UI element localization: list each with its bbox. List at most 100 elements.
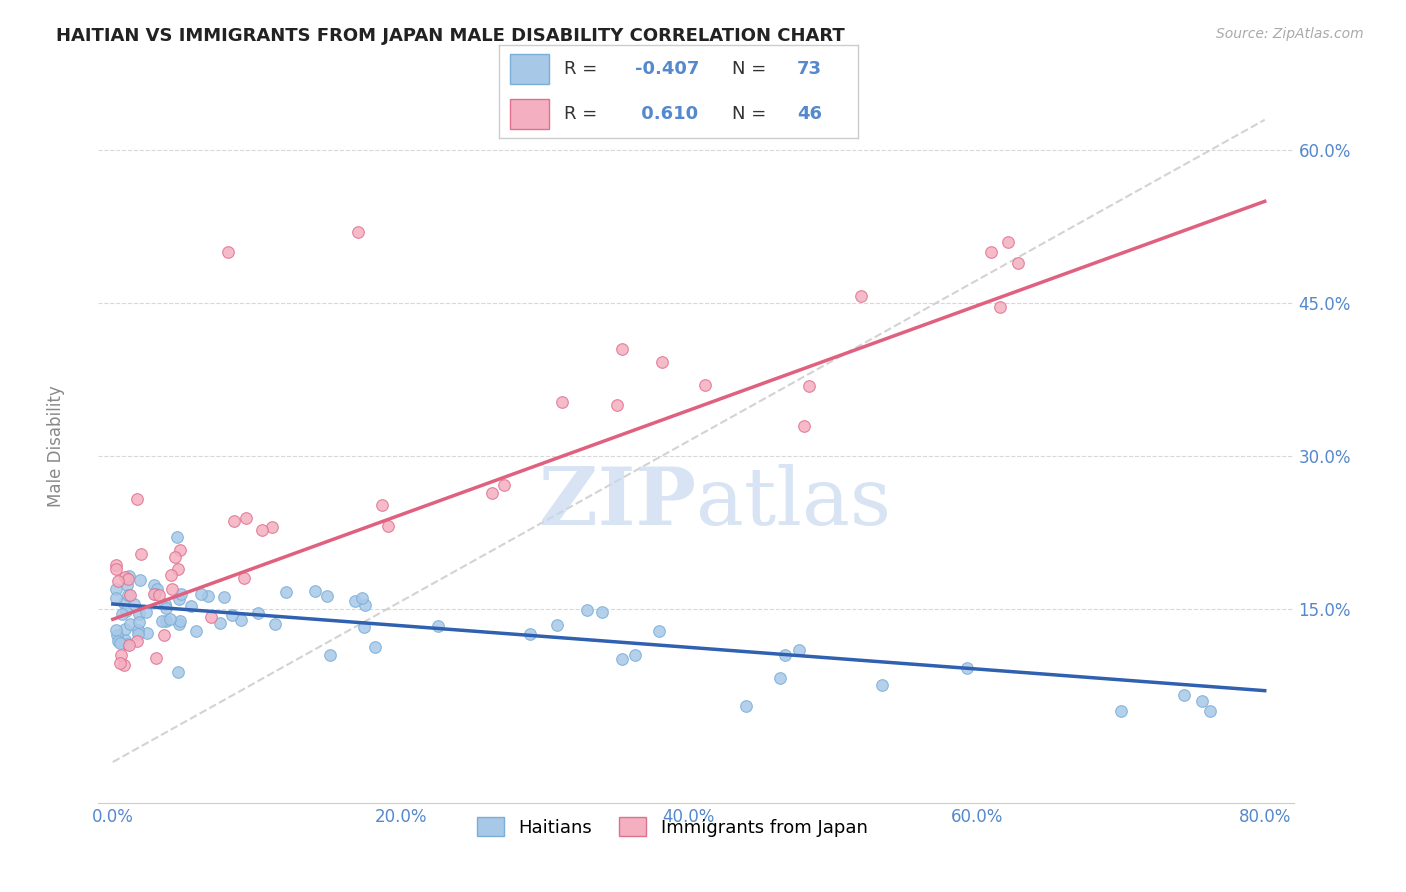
Point <box>197 590 219 604</box>
Point <box>546 617 568 632</box>
Point <box>153 627 176 641</box>
Point <box>217 245 239 260</box>
Point <box>169 615 191 629</box>
Point <box>190 586 212 600</box>
Point <box>260 520 283 534</box>
Text: 0.610: 0.610 <box>636 105 699 123</box>
Point <box>108 656 131 670</box>
Point <box>481 485 503 500</box>
Point <box>112 657 135 672</box>
Point <box>148 588 170 602</box>
Point <box>180 599 202 613</box>
Point <box>162 582 184 596</box>
Text: -0.407: -0.407 <box>636 60 700 78</box>
Point <box>870 678 893 692</box>
Text: 46: 46 <box>797 105 821 123</box>
Point <box>114 632 136 647</box>
Point <box>1173 688 1195 702</box>
Point <box>997 235 1019 249</box>
Point <box>773 648 796 663</box>
Point <box>104 591 127 605</box>
Point <box>117 572 139 586</box>
Point <box>167 592 190 607</box>
Point <box>115 604 138 618</box>
Point <box>104 558 127 573</box>
Point <box>346 225 368 239</box>
Point <box>127 626 149 640</box>
Point <box>264 616 287 631</box>
Text: R =: R = <box>564 105 598 123</box>
Point <box>246 607 269 621</box>
Text: ZIP: ZIP <box>538 464 696 542</box>
Point <box>143 587 166 601</box>
Point <box>426 618 449 632</box>
Point <box>110 636 132 650</box>
Point <box>352 591 374 605</box>
Text: N =: N = <box>733 60 766 78</box>
Point <box>591 605 613 619</box>
Point <box>128 573 150 587</box>
Point <box>155 614 177 628</box>
Point <box>150 614 173 628</box>
Point <box>612 342 634 356</box>
Point <box>153 597 176 611</box>
Point <box>353 620 375 634</box>
Text: Male Disability: Male Disability <box>48 385 65 507</box>
Point <box>988 300 1011 314</box>
Point <box>695 377 717 392</box>
Point <box>354 598 377 612</box>
FancyBboxPatch shape <box>510 54 550 84</box>
Point <box>167 617 190 632</box>
Point <box>1007 256 1029 270</box>
Point <box>105 628 128 642</box>
Point <box>364 640 387 654</box>
Point <box>107 634 129 648</box>
Point <box>117 637 139 651</box>
Point <box>849 289 872 303</box>
Point <box>169 543 191 558</box>
Text: 73: 73 <box>797 60 821 78</box>
Point <box>209 615 232 630</box>
Point <box>797 379 820 393</box>
Point <box>576 603 599 617</box>
Point <box>610 652 633 666</box>
Point <box>222 514 245 528</box>
Point <box>789 642 811 657</box>
Point <box>167 665 190 679</box>
Point <box>118 569 141 583</box>
Point <box>114 570 136 584</box>
Point <box>371 498 394 512</box>
Point <box>143 587 166 601</box>
Point <box>651 355 673 369</box>
Point <box>142 577 165 591</box>
Point <box>118 638 141 652</box>
Point <box>170 587 193 601</box>
Point <box>200 609 222 624</box>
Point <box>107 574 129 589</box>
Point <box>118 616 141 631</box>
Point <box>110 648 132 662</box>
Point <box>1109 704 1132 718</box>
Point <box>1191 694 1213 708</box>
Point <box>980 244 1002 259</box>
Point <box>125 491 148 506</box>
Text: Source: ZipAtlas.com: Source: ZipAtlas.com <box>1216 27 1364 41</box>
Point <box>735 698 758 713</box>
Point <box>344 594 367 608</box>
Point <box>128 615 150 630</box>
Point <box>955 661 977 675</box>
Point <box>316 590 339 604</box>
Point <box>117 578 139 592</box>
Point <box>212 590 235 604</box>
Point <box>104 561 127 575</box>
Point <box>104 582 127 597</box>
Point <box>117 588 139 602</box>
Point <box>551 394 574 409</box>
Point <box>111 607 134 622</box>
Point <box>135 606 157 620</box>
Point <box>769 671 792 685</box>
Point <box>114 623 136 637</box>
Point <box>124 598 146 612</box>
Point <box>159 567 181 582</box>
Point <box>377 519 399 533</box>
